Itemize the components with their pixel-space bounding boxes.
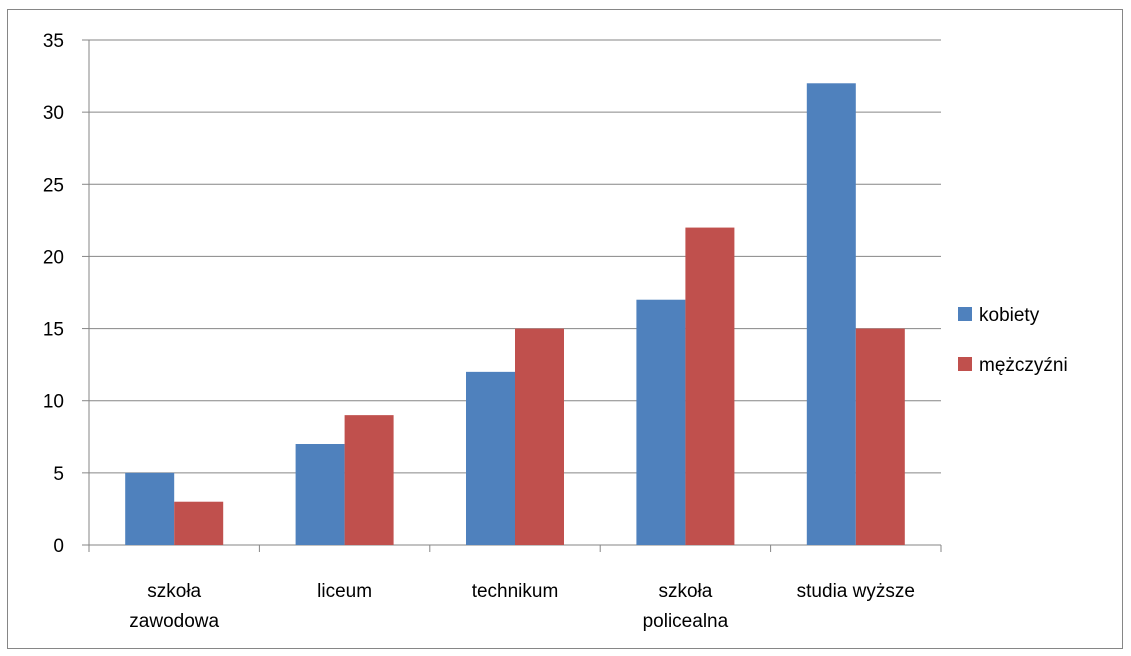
legend-label: mężczyźni <box>979 355 1068 376</box>
x-tick-label: studia wyższe <box>797 581 915 602</box>
bar-mezczyzni <box>174 501 224 545</box>
bar-mezczyzni <box>515 328 564 545</box>
bar-kobiety <box>806 83 856 546</box>
bar-mezczyzni <box>685 227 735 546</box>
bar-kobiety <box>125 472 175 545</box>
y-tick-label: 25 <box>43 175 64 196</box>
bar-mezczyzni <box>855 328 905 545</box>
x-tick-label: szkoła <box>147 581 201 602</box>
bar-kobiety <box>466 371 515 545</box>
x-tick-label: zawodowa <box>129 611 219 632</box>
legend-swatch <box>958 307 972 321</box>
x-tick-label: technikum <box>472 581 559 602</box>
y-tick-label: 0 <box>53 536 64 557</box>
x-tick-label: policealna <box>643 611 729 632</box>
bar-mezczyzni <box>344 415 394 545</box>
legend-label: kobiety <box>979 305 1040 326</box>
y-tick-label: 35 <box>43 31 64 52</box>
x-tick-label: liceum <box>317 581 372 602</box>
bar-kobiety <box>636 299 686 545</box>
y-tick-label: 5 <box>53 464 64 485</box>
bar-kobiety <box>295 444 345 545</box>
y-tick-label: 20 <box>43 247 64 268</box>
legend-swatch <box>958 357 972 371</box>
y-tick-label: 15 <box>43 320 64 341</box>
y-tick-label: 10 <box>43 392 64 413</box>
x-tick-label: szkoła <box>658 581 712 602</box>
y-tick-label: 30 <box>43 103 64 124</box>
